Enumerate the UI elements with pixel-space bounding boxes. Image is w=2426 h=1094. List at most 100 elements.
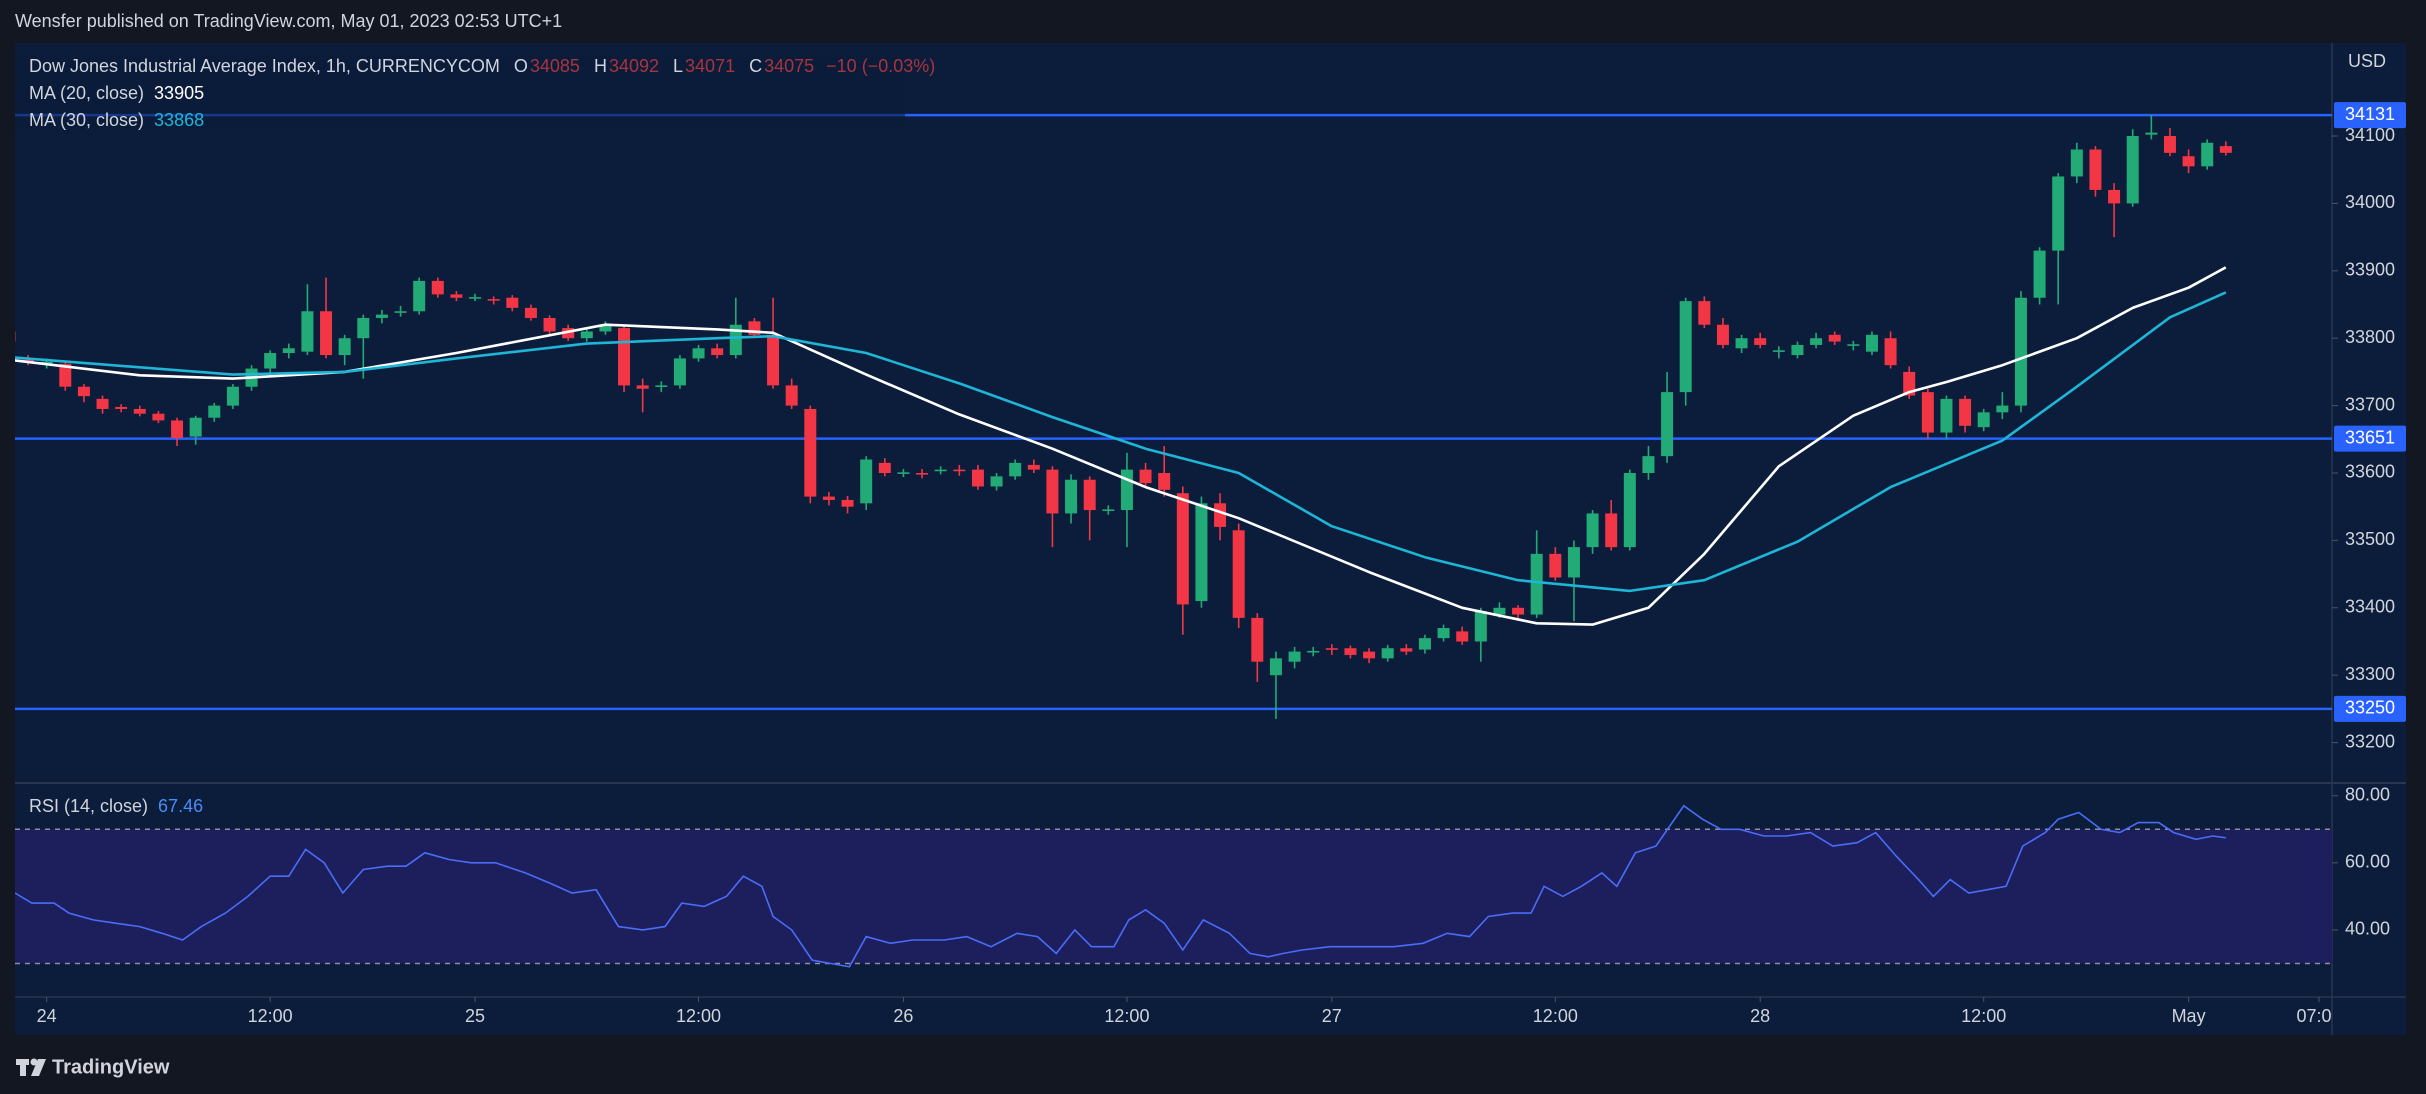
candle-body	[916, 472, 929, 475]
legend-label: RSI (14, close)	[29, 796, 148, 816]
candle-body	[1735, 338, 1748, 349]
candle-body	[2052, 176, 2065, 251]
ohlc-value: 34071	[685, 56, 735, 76]
candle-body	[394, 311, 407, 313]
candle-body	[1623, 472, 1636, 548]
candle-body	[804, 408, 817, 497]
candle-body	[15, 331, 16, 342]
y-tick-label: 33300	[2345, 664, 2395, 684]
x-tick-label: 07:00	[2296, 1006, 2341, 1026]
candle-body	[2070, 149, 2083, 177]
candle-body	[375, 314, 388, 318]
rsi-band	[15, 829, 2332, 964]
legend-value: 33905	[154, 83, 204, 103]
logo-dot	[30, 1058, 38, 1066]
candle-body	[1195, 503, 1208, 602]
candle-body	[711, 348, 724, 356]
candle-body	[953, 469, 966, 472]
candle-body	[1921, 392, 1934, 433]
candle-body	[1567, 547, 1580, 578]
x-tick-label: 12:00	[676, 1006, 721, 1026]
y-tick-label: 33800	[2345, 327, 2395, 347]
level-tag	[2334, 425, 2406, 452]
candle-body	[1828, 334, 1841, 342]
candle-body	[897, 472, 910, 474]
candle-body	[841, 499, 854, 507]
x-tick-label: 24	[37, 1006, 57, 1026]
candle-body	[1716, 324, 1729, 345]
candle-body	[729, 324, 742, 356]
candle-body	[115, 406, 128, 409]
candle-body	[1903, 371, 1916, 396]
publisher-line: Wensfer published on TradingView.com, Ma…	[15, 11, 562, 31]
candle-body	[524, 307, 537, 318]
candle-body	[357, 317, 370, 339]
x-tick-label: 26	[893, 1006, 913, 1026]
candle-body	[580, 331, 593, 339]
x-tick-label: 12:00	[1104, 1006, 1149, 1026]
footer-logo: TradingView	[16, 1056, 170, 1078]
candle-body	[1772, 350, 1785, 352]
candle-body	[1474, 611, 1487, 642]
candle-body	[636, 385, 649, 389]
candle-body	[2145, 132, 2158, 135]
candle-body	[431, 280, 444, 295]
candle-body	[1083, 479, 1096, 511]
level-label: 33651	[2345, 427, 2395, 447]
candle-body	[487, 299, 500, 301]
x-tick-label: 25	[465, 1006, 485, 1026]
candle-body	[1810, 338, 1823, 345]
candle-body	[1120, 469, 1133, 511]
candle-body	[469, 297, 482, 299]
rsi-tick-label: 60.00	[2345, 852, 2390, 872]
x-tick-label: 27	[1322, 1006, 1342, 1026]
brand: TradingView	[52, 1056, 170, 1078]
candle-body	[971, 469, 984, 487]
logo-slash	[31, 1059, 46, 1076]
candle-body	[59, 363, 72, 387]
candle-body	[77, 386, 90, 397]
currency: USD	[2348, 51, 2386, 71]
level-label: 34131	[2345, 104, 2395, 124]
ohlc-value: 34085	[530, 56, 580, 76]
candle-body	[1959, 398, 1972, 426]
ma-line	[15, 291, 2227, 593]
candle-body	[1847, 344, 1860, 346]
candle-body	[1940, 398, 1953, 433]
candle-body	[2108, 189, 2121, 204]
candle-body	[1996, 405, 2009, 413]
candle-body	[301, 311, 314, 352]
symbol-title: Dow Jones Industrial Average Index, 1h, …	[29, 56, 500, 76]
candle-body	[1363, 651, 1376, 659]
logo-stem	[20, 1059, 26, 1076]
legend-value: 33868	[154, 110, 204, 130]
rsi-tick-label: 80.00	[2345, 784, 2390, 804]
candle-body	[208, 405, 221, 418]
candle-body	[152, 413, 165, 421]
x-tick-label: 12:00	[1961, 1006, 2006, 1026]
candle-body	[1418, 638, 1431, 650]
candle-body	[1865, 334, 1878, 352]
candle-body	[1139, 469, 1152, 484]
candle-body	[1381, 648, 1394, 659]
candle-body	[1661, 392, 1674, 457]
candle-body	[1549, 553, 1562, 578]
candle-body	[1679, 301, 1692, 393]
legend-ma30: MA (30, close) 33868	[29, 110, 204, 130]
candle-body	[934, 469, 947, 472]
x-tick-label: 12:00	[248, 1006, 293, 1026]
candle-body	[506, 297, 519, 308]
y-tick-label: 33600	[2345, 462, 2395, 482]
ohlc-key: L	[673, 56, 683, 76]
candle-body	[1269, 658, 1282, 676]
candle-body	[1027, 464, 1040, 470]
candle-body	[1288, 651, 1301, 662]
legend-label: MA (20, close)	[29, 83, 144, 103]
legend-backdrop	[15, 50, 905, 134]
candle-body	[171, 420, 184, 438]
time-axis: 24 12:00 25 12:00 26 12:00 27 12:00 28 12:00 May 07…	[37, 997, 2341, 1026]
candle-body	[1176, 493, 1189, 605]
candle-body	[655, 385, 668, 387]
